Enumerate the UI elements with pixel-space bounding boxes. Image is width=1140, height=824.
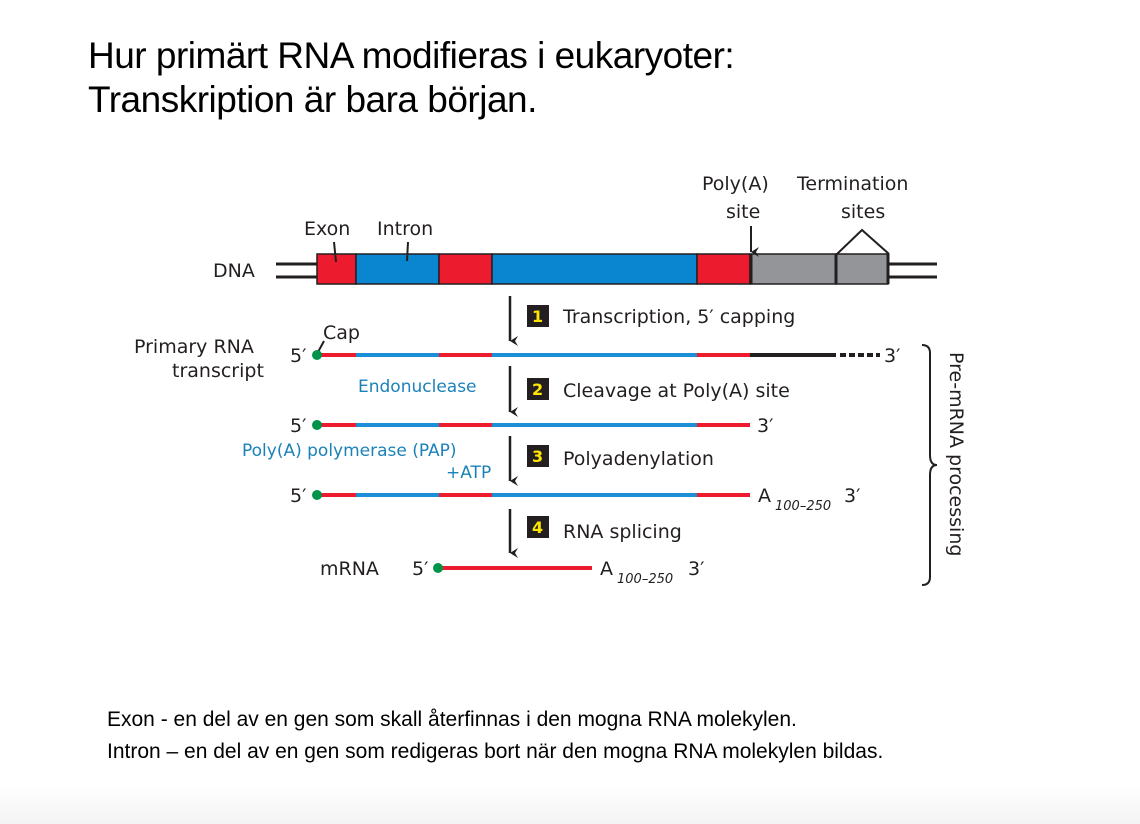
primary-rna-label-2: transcript xyxy=(172,360,264,382)
dna-label: DNA xyxy=(213,260,255,282)
slide-title: Hur primärt RNA modifieras i eukaryoter:… xyxy=(88,34,735,122)
exon-label: Exon xyxy=(304,218,350,240)
cap-label: Cap xyxy=(323,322,360,344)
dna-gene-bar xyxy=(316,253,890,285)
termination-sites-pointer xyxy=(836,228,890,255)
intron-definition: Intron – en del av en gen som redigeras … xyxy=(107,740,884,763)
downstream-2 xyxy=(835,253,889,285)
polya-site-label-2: site xyxy=(726,201,760,223)
cap-icon xyxy=(312,420,322,430)
three-prime-label: 3′ xyxy=(884,345,900,367)
cap-icon xyxy=(312,350,322,360)
three-prime-label: 3′ xyxy=(688,558,704,580)
intron-label: Intron xyxy=(377,218,433,240)
endonuclease-label: Endonuclease xyxy=(358,377,477,397)
pap-label-2: +ATP xyxy=(446,463,491,483)
three-prime-label: 3′ xyxy=(757,415,773,437)
mrna-label: mRNA xyxy=(320,558,379,580)
cap-icon xyxy=(433,563,443,573)
definitions: Exon - en del av en gen som skall återfi… xyxy=(107,704,883,768)
intron-2 xyxy=(491,253,698,285)
step-3: 3 Polyadenylation xyxy=(527,445,714,470)
termination-label-2: sites xyxy=(841,201,885,223)
exon-3 xyxy=(696,253,751,285)
intron-1 xyxy=(355,253,440,285)
poly-a-tail-label: A xyxy=(758,485,771,507)
svg-text:Transcription, 5′ capping: Transcription, 5′ capping xyxy=(562,306,795,328)
termination-label-1: Termination xyxy=(796,173,908,195)
five-prime-label: 5′ xyxy=(412,558,428,580)
svg-text:2: 2 xyxy=(532,380,543,399)
dna-strand-ends xyxy=(276,262,937,279)
poly-a-range: 100–250 xyxy=(775,499,831,514)
primary-rna-label-1: Primary RNA xyxy=(134,336,254,358)
five-prime-label: 5′ xyxy=(290,415,306,437)
step-2: 2 Cleavage at Poly(A) site xyxy=(527,378,790,402)
three-prime-label: 3′ xyxy=(844,485,860,507)
poly-a-tail-label: A xyxy=(600,558,613,580)
five-prime-label: 5′ xyxy=(290,345,306,367)
step-1: 1 Transcription, 5′ capping xyxy=(527,305,795,328)
svg-text:Cleavage at Poly(A) site: Cleavage at Poly(A) site xyxy=(563,380,790,402)
title-line-1: Hur primärt RNA modifieras i eukaryoter: xyxy=(88,35,735,76)
svg-text:Polyadenylation: Polyadenylation xyxy=(563,448,714,470)
poly-a-range: 100–250 xyxy=(617,572,673,587)
downstream-1 xyxy=(749,253,837,285)
svg-text:4: 4 xyxy=(532,518,543,537)
exon-2 xyxy=(438,253,493,285)
polya-site-label-1: Poly(A) xyxy=(702,173,769,195)
processing-bracket xyxy=(921,344,938,586)
title-line-2: Transkription är bara början. xyxy=(88,79,537,120)
pap-label-1: Poly(A) polymerase (PAP) xyxy=(242,441,457,461)
slide-footer-shade xyxy=(0,784,1140,824)
svg-text:1: 1 xyxy=(532,307,543,326)
svg-text:RNA splicing: RNA splicing xyxy=(563,521,682,543)
exon-definition: Exon - en del av en gen som skall återfi… xyxy=(107,708,797,731)
five-prime-label: 5′ xyxy=(290,485,306,507)
svg-text:3: 3 xyxy=(532,447,543,466)
pre-mrna-processing-label: Pre-mRNA processing xyxy=(945,352,967,556)
step-4: 4 RNA splicing xyxy=(527,516,682,543)
cap-icon xyxy=(312,490,322,500)
